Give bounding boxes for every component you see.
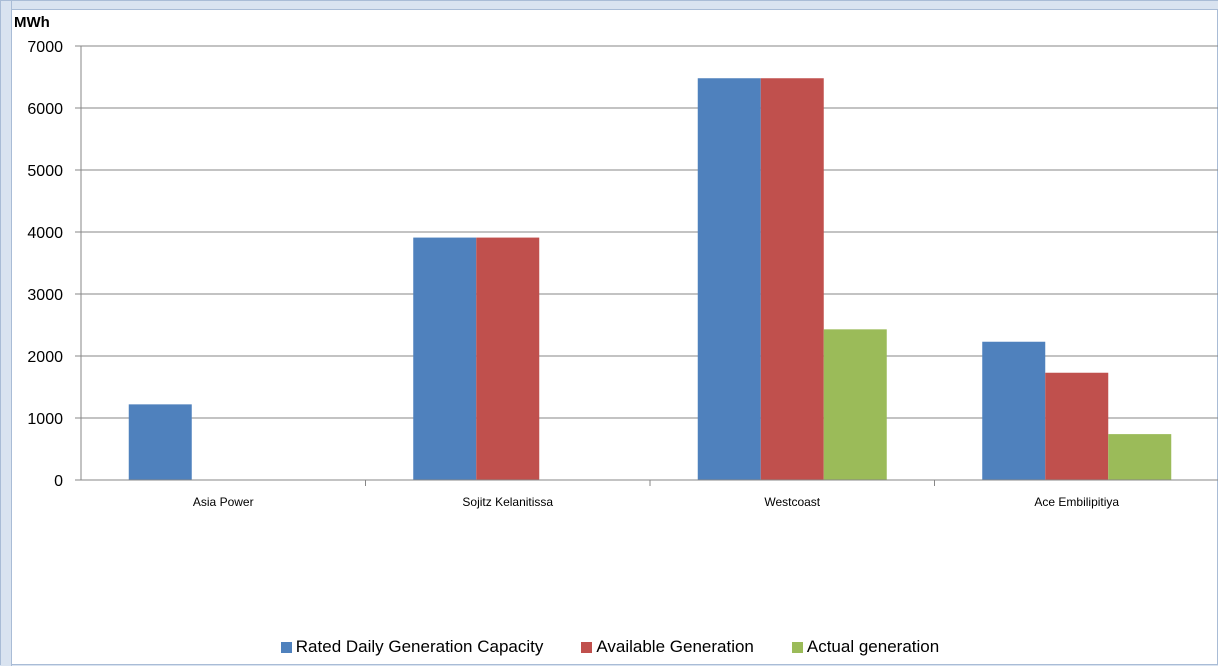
bar [1045, 372, 1109, 480]
y-tick-label: 3000 [27, 287, 63, 304]
legend-swatch [280, 641, 292, 653]
y-tick-label: 6000 [27, 101, 63, 118]
legend-item: Actual generation [791, 637, 940, 657]
y-axis-unit-label: MWh [14, 14, 50, 31]
legend-item: Available Generation [581, 637, 754, 657]
bars [128, 78, 1172, 481]
bar [697, 78, 761, 481]
legend-label: Actual generation [806, 637, 940, 656]
legend-item: Rated Daily Generation Capacity [280, 637, 544, 657]
y-tick-label: 5000 [27, 163, 63, 180]
bar [476, 237, 540, 480]
bar [1108, 434, 1172, 480]
bar [823, 329, 887, 480]
x-category-labels: Asia Power Sojitz Kelanitissa Westcoast Ace… [193, 495, 1120, 509]
bar-chart: MWh 0 1000 2000 3000 4000 5000 6000 7000 Asia P… [14, 14, 1218, 509]
bar [982, 341, 1046, 480]
axes [80, 46, 1218, 486]
legend-label: Rated Daily Generation Capacity [295, 637, 544, 656]
y-tick-label: 0 [54, 473, 63, 490]
x-category-label: Asia Power [193, 495, 254, 509]
x-category-label: Ace Embilipitiya [1034, 495, 1119, 509]
legend-label: Available Generation [596, 637, 754, 656]
bar [760, 78, 824, 481]
y-tick-label: 1000 [27, 411, 63, 428]
legend-swatch [581, 641, 593, 653]
bar [128, 404, 192, 480]
window-left-strip [1, 1, 12, 666]
legend-swatch [791, 641, 803, 653]
y-tick-label: 7000 [27, 39, 63, 56]
legend: Rated Daily Generation Capacity Available… [1, 637, 1218, 657]
y-tick-label: 4000 [27, 225, 63, 242]
x-category-label: Westcoast [764, 495, 820, 509]
bar [413, 237, 477, 480]
y-tick-label: 2000 [27, 349, 63, 366]
y-tick-labels: 0 1000 2000 3000 4000 5000 6000 7000 [27, 39, 63, 490]
x-category-label: Sojitz Kelanitissa [462, 495, 553, 509]
window-top-strip [1, 1, 1218, 10]
